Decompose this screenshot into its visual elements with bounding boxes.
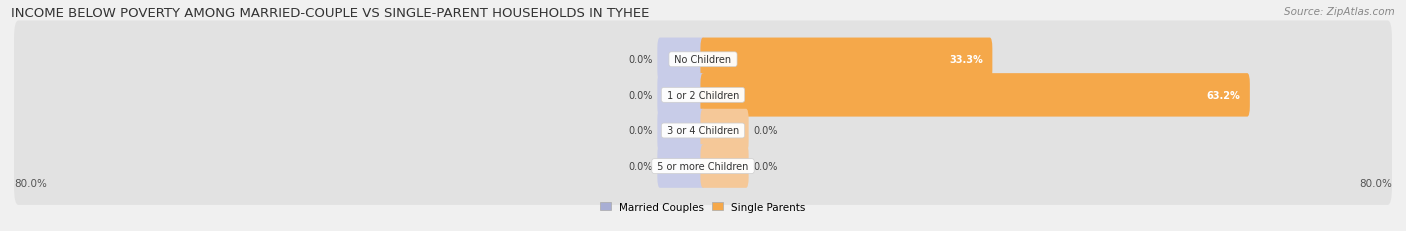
FancyBboxPatch shape [658,38,706,82]
Text: 33.3%: 33.3% [949,55,983,65]
Text: 0.0%: 0.0% [754,126,778,136]
FancyBboxPatch shape [700,38,993,82]
Text: 0.0%: 0.0% [628,55,652,65]
Text: 80.0%: 80.0% [14,178,46,188]
Text: 0.0%: 0.0% [754,161,778,171]
Text: No Children: No Children [672,55,734,65]
Text: 0.0%: 0.0% [628,126,652,136]
Text: 80.0%: 80.0% [1360,178,1392,188]
Text: INCOME BELOW POVERTY AMONG MARRIED-COUPLE VS SINGLE-PARENT HOUSEHOLDS IN TYHEE: INCOME BELOW POVERTY AMONG MARRIED-COUPL… [11,7,650,20]
FancyBboxPatch shape [14,21,1392,99]
FancyBboxPatch shape [658,145,706,188]
Text: Source: ZipAtlas.com: Source: ZipAtlas.com [1284,7,1395,17]
Legend: Married Couples, Single Parents: Married Couples, Single Parents [600,202,806,212]
Text: 0.0%: 0.0% [628,161,652,171]
FancyBboxPatch shape [658,109,706,152]
Text: 3 or 4 Children: 3 or 4 Children [664,126,742,136]
FancyBboxPatch shape [700,145,748,188]
FancyBboxPatch shape [14,92,1392,170]
Text: 63.2%: 63.2% [1206,91,1240,100]
FancyBboxPatch shape [14,57,1392,134]
FancyBboxPatch shape [658,74,706,117]
Text: 0.0%: 0.0% [628,91,652,100]
FancyBboxPatch shape [14,128,1392,205]
FancyBboxPatch shape [700,109,748,152]
Text: 5 or more Children: 5 or more Children [654,161,752,171]
FancyBboxPatch shape [700,74,1250,117]
Text: 1 or 2 Children: 1 or 2 Children [664,91,742,100]
